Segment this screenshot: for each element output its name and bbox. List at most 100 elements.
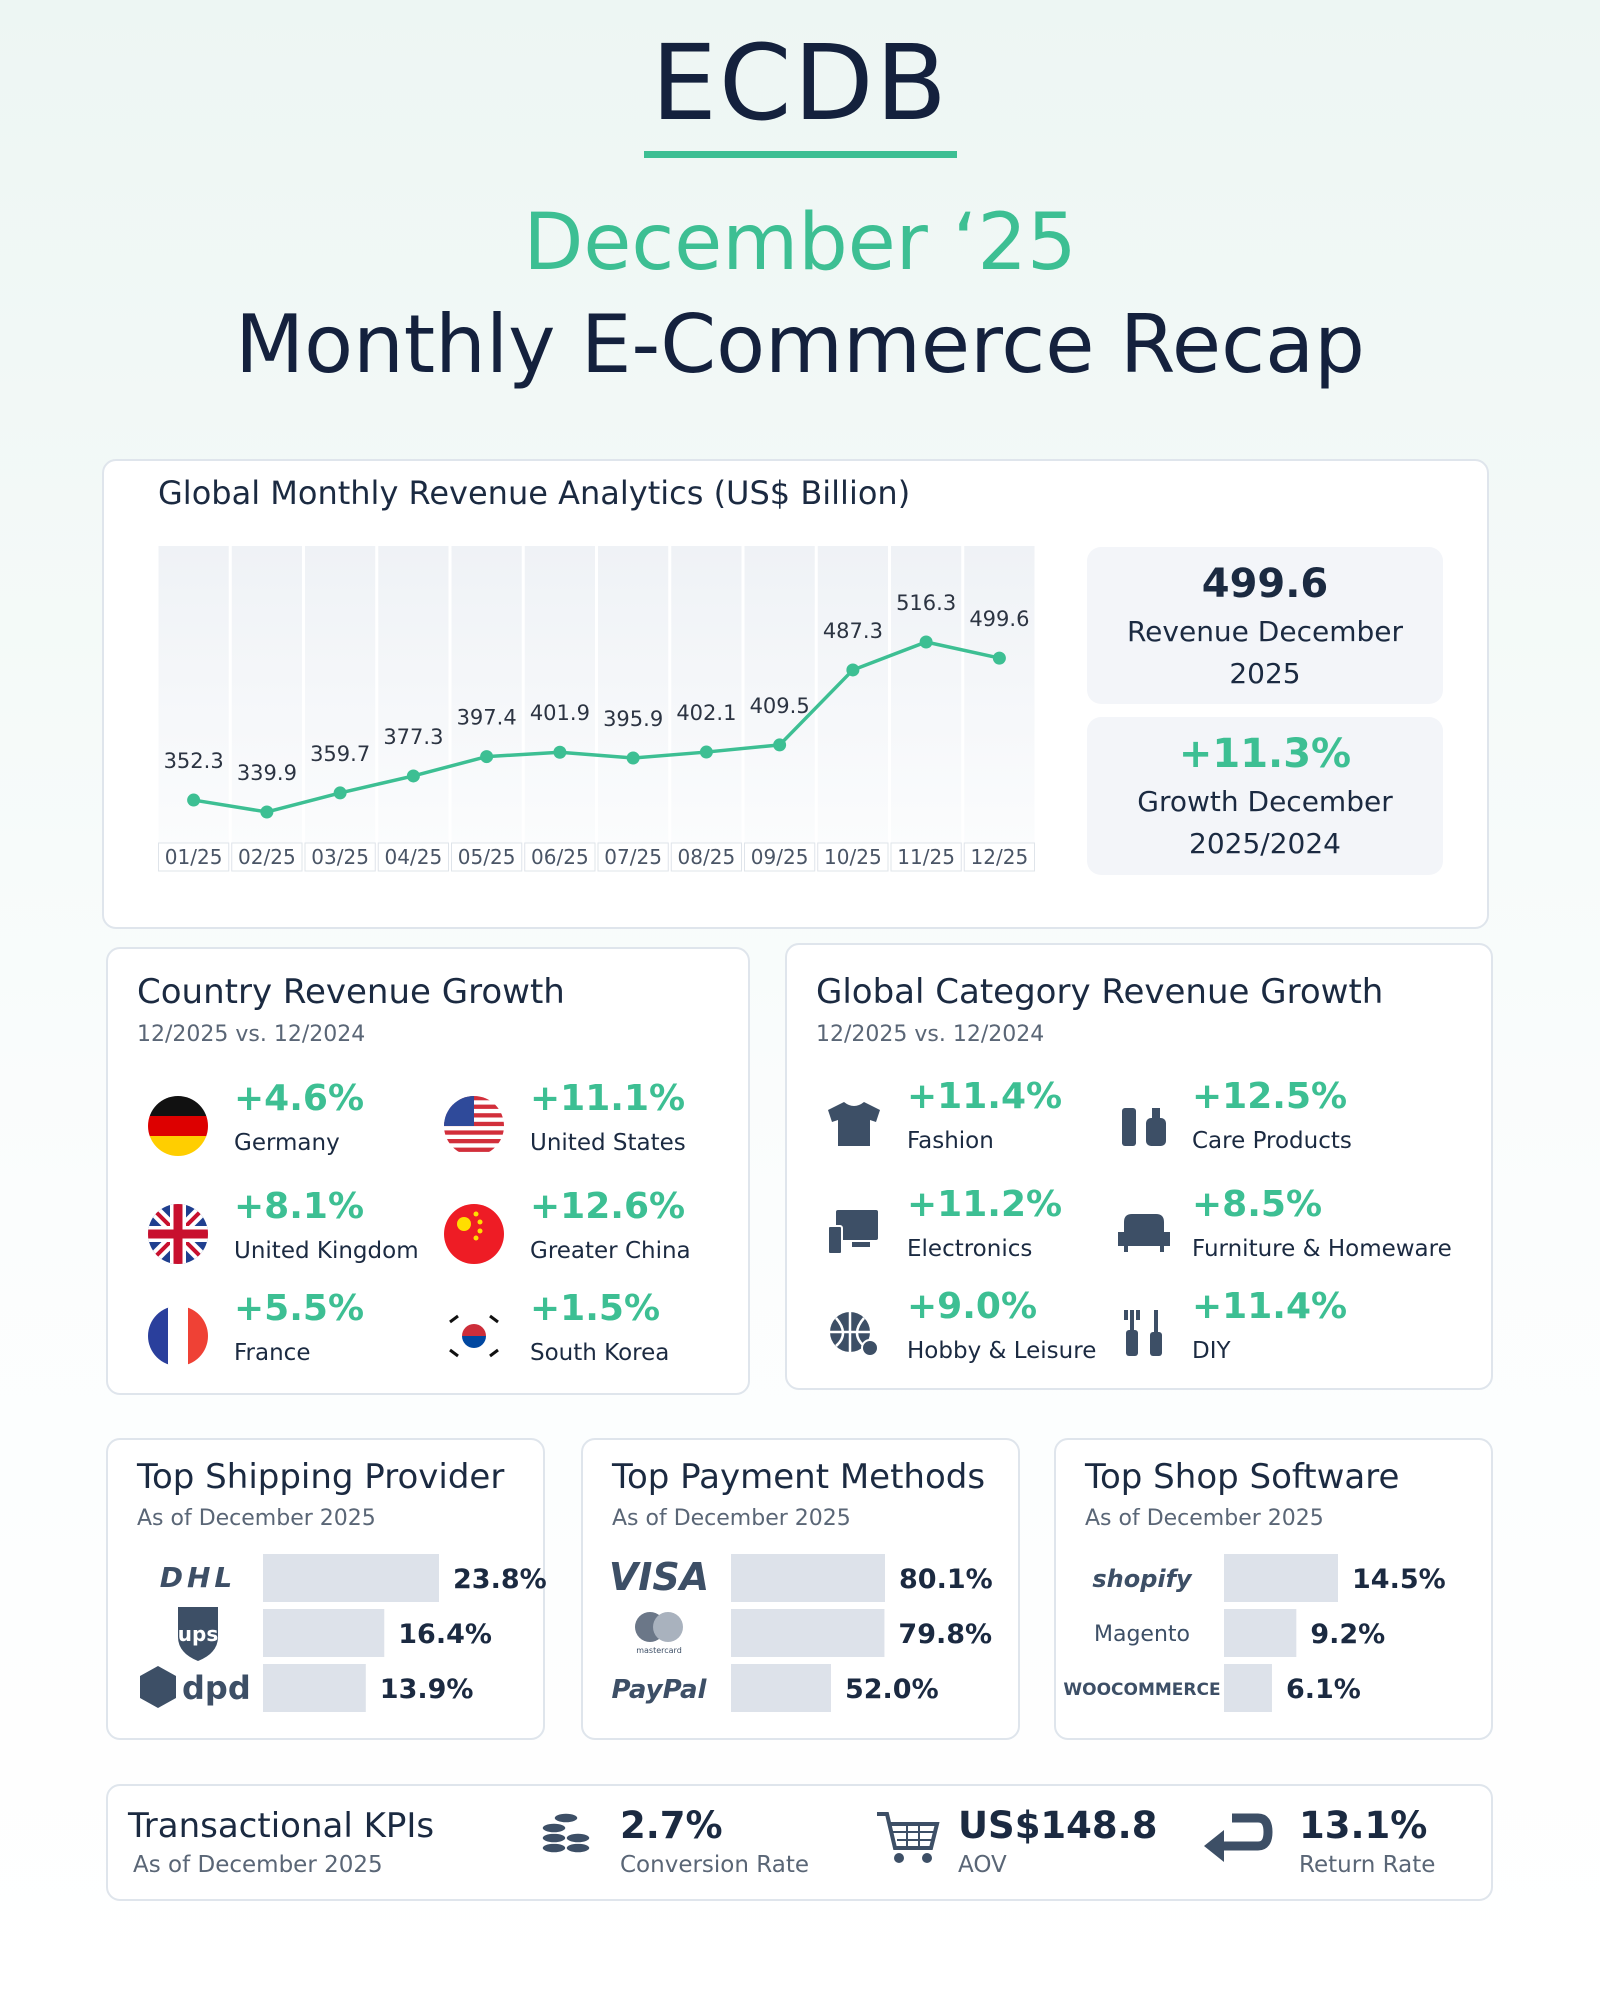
- month: December ‘25: [523, 198, 1077, 288]
- kpi-icon: [877, 1812, 940, 1863]
- brand-logo: WOOCOMMERCE: [1063, 1680, 1220, 1700]
- logo-underline: [644, 151, 957, 158]
- point: [553, 745, 567, 759]
- icon: [541, 1832, 567, 1844]
- logo: Magento: [1094, 1622, 1190, 1647]
- growth-label: South Korea: [530, 1340, 670, 1366]
- point: [699, 745, 713, 759]
- logo: ups: [178, 1622, 218, 1646]
- x-label-box: [524, 842, 596, 872]
- x-tick-label: 10/25: [824, 845, 882, 869]
- data-label: 499.6: [969, 607, 1029, 631]
- x-label-box: [451, 842, 523, 872]
- growth-value: +12.6%: [530, 1186, 686, 1227]
- kpi-value: 13.1%: [1299, 1804, 1428, 1847]
- bar-label: 9.2%: [1310, 1619, 1385, 1650]
- column: [671, 546, 742, 846]
- logo: PayPal: [612, 1675, 708, 1705]
- flag-part: [449, 1348, 459, 1358]
- line: [193, 640, 1000, 814]
- flag: [444, 1204, 504, 1264]
- flag-part: [473, 1211, 479, 1217]
- data-label: 402.1: [676, 701, 736, 725]
- bar-label: 13.9%: [380, 1674, 474, 1705]
- icon: [565, 1832, 591, 1844]
- growth-value: +4.6%: [234, 1078, 365, 1119]
- growth-value: +11.1%: [530, 1078, 686, 1119]
- highlight-box: [1087, 717, 1443, 875]
- flag: [444, 1096, 504, 1152]
- section-subtitle: 12/2025 vs. 12/2024: [137, 1022, 366, 1047]
- icon: [922, 1853, 932, 1863]
- x-tick-label: 01/25: [165, 845, 223, 869]
- bar: [731, 1664, 831, 1712]
- logo: mastercard: [636, 1646, 682, 1655]
- icon: [553, 1812, 579, 1824]
- x-label-box: [377, 842, 449, 872]
- x-label-box: [231, 842, 303, 872]
- data-label: 397.4: [457, 706, 517, 730]
- growth-label: United Kingdom: [234, 1238, 419, 1264]
- icon: [1118, 1214, 1170, 1252]
- flag-part: [148, 1096, 208, 1117]
- point: [260, 805, 274, 819]
- column: [598, 546, 669, 846]
- brand-logo: dpd: [140, 1666, 251, 1708]
- point: [333, 786, 347, 800]
- brand-logo: shopify: [1092, 1565, 1193, 1593]
- section-title: Country Revenue Growth: [137, 972, 565, 1012]
- kpi-label: Return Rate: [1299, 1852, 1436, 1878]
- icon: [1150, 1332, 1162, 1356]
- flag-part: [477, 1219, 483, 1225]
- point: [919, 635, 933, 649]
- flag-part: [489, 1314, 499, 1324]
- flag-part: [444, 1096, 474, 1126]
- bar: [263, 1664, 366, 1712]
- section-subtitle: As of December 2025: [133, 1852, 383, 1878]
- icon: [836, 1210, 878, 1240]
- x-label-box: [597, 842, 669, 872]
- flag-part: [168, 1306, 189, 1366]
- bar: [1224, 1609, 1297, 1657]
- growth-label: Greater China: [530, 1238, 691, 1264]
- flag-part: [444, 1147, 504, 1152]
- flag: [148, 1204, 208, 1264]
- logo-shield: [178, 1607, 218, 1661]
- x-label-box: [744, 842, 816, 872]
- flag-part: [449, 1314, 459, 1324]
- column: [378, 546, 449, 846]
- category-icon: [1124, 1310, 1162, 1356]
- data-label: 395.9: [603, 707, 663, 731]
- growth-label: DIY: [1192, 1338, 1231, 1364]
- card: [106, 947, 750, 1395]
- icon: [893, 1824, 935, 1848]
- flag: [148, 1096, 208, 1156]
- point: [846, 663, 860, 677]
- x-label-box: [817, 842, 889, 872]
- category-icon: [828, 1102, 880, 1146]
- point: [406, 769, 420, 783]
- bar-label: 52.0%: [845, 1674, 939, 1705]
- highlight-label: Growth December 2025/2024: [1137, 785, 1393, 860]
- icon: [894, 1853, 904, 1863]
- x-tick-label: 12/25: [971, 845, 1029, 869]
- kpi-icon: [541, 1812, 591, 1854]
- column: [451, 546, 522, 846]
- section-title: Top Payment Methods: [612, 1457, 986, 1497]
- column: [524, 546, 595, 846]
- bar: [263, 1554, 439, 1602]
- section-title: Top Shop Software: [1085, 1457, 1400, 1497]
- column: [744, 546, 815, 846]
- data-label: 516.3: [896, 591, 956, 615]
- bar-label: 80.1%: [899, 1564, 993, 1595]
- flag-part: [477, 1228, 483, 1234]
- x-label-box: [158, 842, 230, 872]
- flag: [148, 1306, 208, 1366]
- bar-label: 6.1%: [1286, 1674, 1361, 1705]
- column: [891, 546, 962, 846]
- growth-label: Electronics: [907, 1236, 1033, 1262]
- section-title: Top Shipping Provider: [137, 1457, 505, 1497]
- highlight-box: [1087, 547, 1443, 704]
- x-tick-label: 08/25: [678, 845, 736, 869]
